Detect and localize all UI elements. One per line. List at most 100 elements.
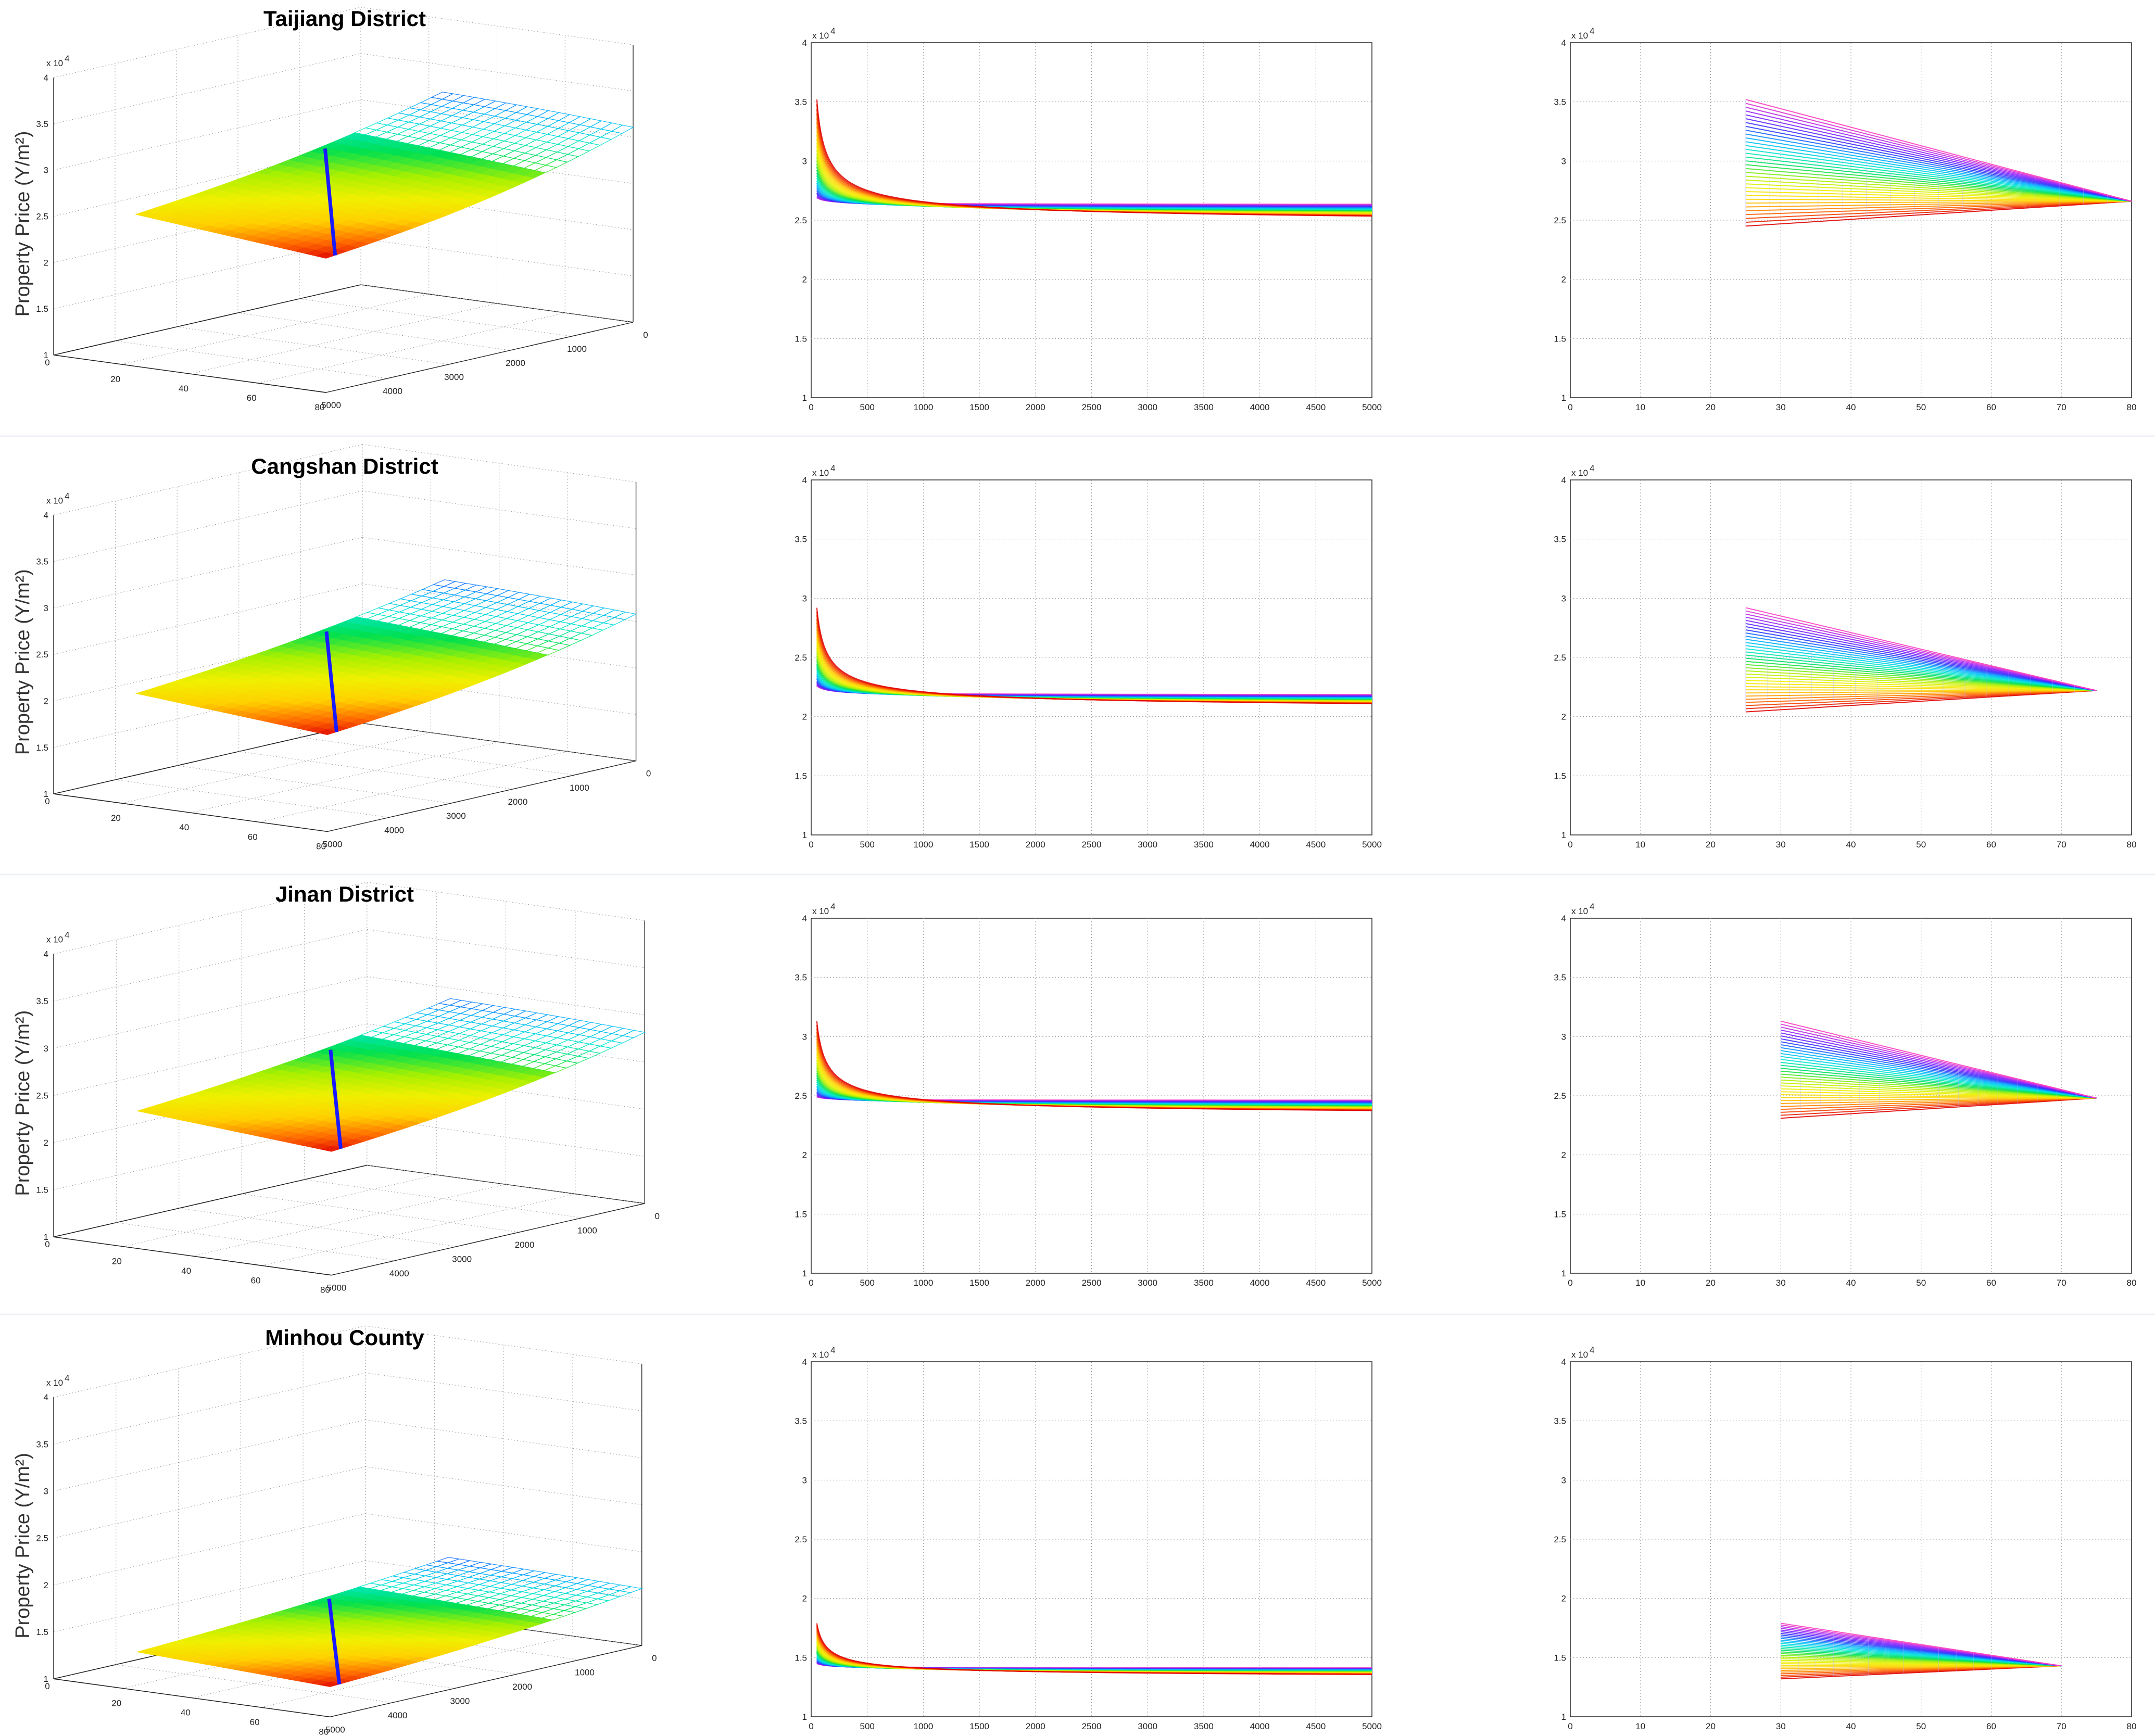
surface-mesh-cell — [585, 1598, 610, 1605]
y-tick-label: 1.5 — [1554, 1653, 1566, 1663]
x-tick-label: 10 — [1635, 1278, 1645, 1288]
distance-curve-family — [816, 607, 1372, 704]
floor-grid — [300, 737, 575, 776]
x-tick-label: 1500 — [969, 1721, 989, 1731]
wall-grid-left — [53, 1372, 366, 1444]
y-tick-label: 4 — [802, 914, 807, 923]
y-tick-label: 4 — [802, 38, 807, 48]
row-jinan: 11.522.533.54x 10 40204060800100020003000… — [12, 882, 2136, 1295]
z-tick-label: 3 — [44, 1487, 48, 1497]
y-tick-label: 4 — [802, 475, 807, 485]
distance-tick-label: 2000 — [512, 1682, 532, 1692]
wall-grid-left — [53, 976, 367, 1049]
wall-grid-left — [53, 7, 361, 78]
area-tick-label: 60 — [247, 393, 257, 403]
distance-tick-label: 1000 — [575, 1668, 595, 1678]
distance-curve-family — [816, 99, 1372, 217]
y-tick-label: 1 — [802, 830, 807, 840]
x-tick-label: 0 — [809, 402, 813, 412]
x-tick-label: 2500 — [1082, 1721, 1102, 1731]
y-multiplier-label: x 10 4 — [812, 26, 836, 41]
y-tick-label: 3.5 — [795, 1416, 807, 1426]
y-tick-label: 1 — [1561, 1269, 1566, 1278]
price-line — [1745, 654, 2097, 691]
area-line-family — [1780, 1623, 2062, 1680]
price-line — [1745, 125, 2132, 202]
distance-tick-label: 0 — [643, 330, 648, 340]
price-line — [1745, 676, 2097, 691]
y-tick-label: 3.5 — [795, 97, 807, 107]
x-tick-label: 60 — [1986, 840, 1996, 850]
z-tick-label: 2.5 — [36, 650, 48, 660]
distance-tick-label: 1000 — [567, 344, 587, 354]
surface-box — [53, 7, 634, 393]
price-line — [1745, 141, 2132, 202]
floor-grid — [192, 1184, 506, 1257]
area-tick-label: 20 — [111, 813, 121, 823]
x-tick-label: 50 — [1916, 1721, 1926, 1731]
x-tick-label: 3500 — [1194, 402, 1214, 412]
surface-mesh-cell — [591, 622, 615, 631]
x-tick-label: 5000 — [1362, 1721, 1382, 1731]
price-line — [1745, 114, 2132, 202]
distance-tick-label: 5000 — [323, 839, 343, 849]
y-tick-label: 2.5 — [795, 653, 807, 663]
z-tick-label: 2 — [44, 1580, 48, 1590]
area-panel: 11.522.533.540 10 20 30 40 50 60 70 80x 10 4 — [1554, 463, 2136, 850]
surface-mesh-cell — [588, 1045, 612, 1054]
wall-grid-right — [360, 99, 634, 138]
surface-mesh-cell — [599, 1041, 624, 1049]
price-line — [1745, 187, 2132, 202]
y-tick-label: 4 — [802, 1357, 807, 1367]
x-tick-label: 4000 — [1250, 1721, 1270, 1731]
x-tick-label: 50 — [1916, 402, 1926, 412]
price-line — [1745, 118, 2132, 202]
z-tick-label: 3.5 — [36, 557, 48, 567]
distance-tick-label: 1000 — [570, 783, 589, 793]
x-tick-label: 40 — [1846, 402, 1856, 412]
wall-grid-left — [53, 537, 363, 609]
z-tick-label: 3.5 — [36, 1439, 48, 1449]
price-line — [1745, 651, 2097, 691]
x-tick-label: 80 — [2127, 840, 2137, 850]
price-line — [1745, 99, 2132, 202]
plot-area — [1570, 479, 2132, 835]
surface-box — [53, 444, 637, 832]
wall-grid-left — [53, 929, 367, 1002]
wall-grid-left — [53, 1466, 366, 1539]
distance-tick-label: 2000 — [515, 1240, 535, 1250]
price-line — [1745, 179, 2132, 202]
x-tick-label: 500 — [860, 1278, 875, 1288]
x-tick-label: 30 — [1776, 1278, 1786, 1288]
y-multiplier-label: x 10 4 — [46, 491, 70, 505]
y-tick-label: 2 — [1561, 275, 1566, 285]
area-tick-label: 20 — [110, 374, 120, 384]
y-tick-label: 1.5 — [1554, 334, 1566, 344]
x-tick-label: 3000 — [1138, 1278, 1157, 1288]
x-tick-label: 3000 — [1138, 840, 1157, 850]
x-tick-label: 20 — [1706, 402, 1716, 412]
wall-grid-right — [360, 146, 634, 184]
plot-area — [811, 42, 1372, 398]
y-tick-label: 3 — [802, 593, 807, 603]
floor-grid — [116, 1222, 394, 1261]
area-panel: 11.522.533.540 10 20 30 40 50 60 70 80x 10 4 — [1554, 902, 2136, 1288]
price-line — [1745, 200, 2132, 208]
distance-tick-label: 4000 — [384, 825, 404, 835]
price-line — [1745, 607, 2097, 691]
x-tick-label: 500 — [860, 1721, 875, 1731]
wall-grid-left — [53, 99, 361, 171]
x-tick-label: 20 — [1706, 1721, 1716, 1731]
x-tick-label: 500 — [860, 840, 875, 850]
x-tick-label: 0 — [809, 1278, 813, 1288]
y-axis-label: Property Price (Y/m²) — [12, 569, 34, 755]
district-title: Taijiang District — [263, 6, 426, 31]
price-line — [1745, 200, 2132, 211]
wall-grid-left — [53, 490, 363, 562]
y-tick-label: 1 — [1561, 830, 1566, 840]
price-line — [1745, 156, 2132, 202]
wall-grid-right — [362, 490, 636, 529]
area-tick-label: 40 — [181, 1266, 191, 1276]
price-curve — [816, 607, 1372, 704]
price-line — [1745, 175, 2132, 202]
